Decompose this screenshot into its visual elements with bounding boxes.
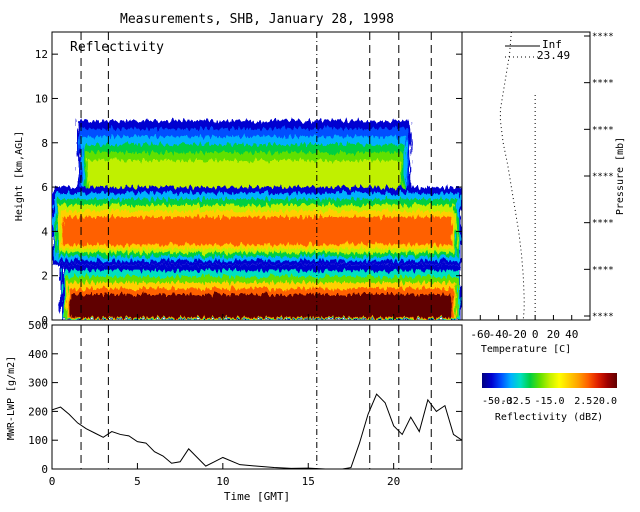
height-tick-label: 10: [35, 92, 48, 105]
pressure-axis-ticks: **** **** **** **** **** **** ****: [584, 32, 614, 322]
pressure-tick-label: ****: [592, 79, 614, 89]
colorbar-tick-label: 20.0: [593, 396, 617, 407]
lwp-tick-label: 100: [28, 434, 48, 447]
colorbar-tick-label: -50.0: [482, 396, 512, 407]
temperature-legend: Inf 23.49: [505, 38, 570, 62]
cloud-band: [62, 216, 452, 245]
pressure-tick-label: ****: [592, 172, 614, 182]
colorbar-tick-label: -15.0: [534, 396, 564, 407]
time-tick-label: 20: [387, 475, 400, 488]
time-axis-ticks: 0 5 10 15 20: [49, 314, 400, 488]
cloud-band: [70, 294, 452, 318]
lwp-axis-ticks: 0 100 200 300 400 500: [28, 319, 462, 476]
colorbar: -50.0-32.5 -15.0 2.5 20.0 Reflectivity (dBZ…: [482, 373, 617, 423]
height-tick-label: 6: [41, 181, 48, 194]
pressure-tick-label: ****: [592, 312, 614, 322]
lwp-tick-label: 300: [28, 377, 48, 390]
pressure-tick-label: ****: [592, 125, 614, 135]
chart-title: Measurements, SHB, January 28, 1998: [120, 12, 394, 27]
lwp-tick-label: 0: [41, 463, 48, 476]
height-axis-label: Height [km,AGL]: [14, 131, 25, 221]
colorbar-tick-label: -32.5: [501, 396, 531, 407]
pressure-tick-label: ****: [592, 32, 614, 42]
lwp-tick-label: 500: [28, 319, 48, 332]
colorbar-tick-label: 2.5: [574, 396, 592, 407]
temperature-tick-label: 40: [565, 328, 578, 341]
time-tick-label: 10: [216, 475, 229, 488]
temperature-profiles: [499, 31, 536, 321]
temperature-axis-ticks: -60-40-20 0 20 40: [470, 315, 578, 341]
reflectivity-panel: 0 2 4 6 8 10 12 Reflectivity Height [km,AGL]: [14, 31, 463, 327]
lwp-series-line: [52, 393, 462, 469]
temperature-frame: [461, 31, 591, 321]
colorbar-label: Reflectivity (dBZ): [495, 412, 603, 423]
panel-label: Reflectivity: [70, 40, 164, 55]
temperature-tick-label: -40: [489, 328, 509, 341]
event-lines-lwp: [80, 325, 432, 469]
colorbar-bar: [482, 373, 617, 388]
lwp-frame: [51, 324, 463, 470]
pressure-tick-label: ****: [592, 219, 614, 229]
time-tick-label: 15: [302, 475, 315, 488]
lwp-tick-label: 200: [28, 405, 48, 418]
height-tick-label: 0: [41, 314, 48, 327]
event-lines-main: [80, 32, 432, 320]
time-tick-label: 5: [134, 475, 141, 488]
pressure-tick-label: ****: [592, 265, 614, 275]
legend-dotted-label: 23.49: [537, 49, 570, 62]
lwp-tick-label: 400: [28, 348, 48, 361]
time-axis-label: Time [GMT]: [224, 490, 290, 503]
height-tick-label: 2: [41, 270, 48, 283]
time-tick-label: 0: [49, 475, 56, 488]
temperature-panel: -60-40-20 0 20 40 *************************…: [461, 31, 626, 355]
temperature-axis-label: Temperature [C]: [481, 344, 571, 355]
colorbar-ticks: -50.0-32.5 -15.0 2.5 20.0: [482, 396, 617, 407]
temperature-tick-label: -60: [470, 328, 490, 341]
temperature-tick-label: 0: [532, 328, 539, 341]
legend-solid-label: Inf: [542, 38, 562, 51]
height-tick-label: 8: [41, 137, 48, 150]
height-axis-ticks: 0 2 4 6 8 10 12: [35, 48, 462, 327]
height-tick-label: 12: [35, 48, 48, 61]
lwp-axis-label: MWR-LWP [g/m2]: [6, 356, 17, 440]
cloud-layers: [52, 120, 462, 320]
lwp-panel: 0 100 200 300 400 500 0 5 10 15 20 MWR-LWP [g/m2]…: [6, 314, 463, 503]
temperature-tick-label: -20: [507, 328, 527, 341]
height-tick-label: 4: [41, 225, 48, 238]
temperature-tick-label: 20: [547, 328, 560, 341]
pressure-axis-label: Pressure [mb]: [615, 137, 626, 215]
